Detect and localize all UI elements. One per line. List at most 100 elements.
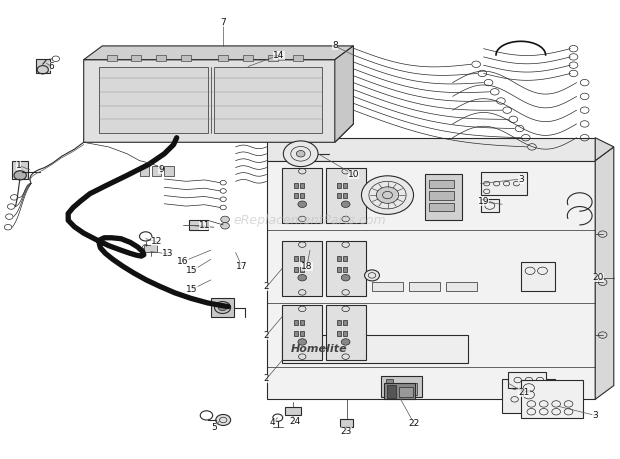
Text: 23: 23 — [340, 427, 352, 437]
Circle shape — [341, 201, 350, 207]
Circle shape — [298, 274, 306, 281]
Bar — [12, 161, 28, 179]
Text: 7: 7 — [220, 18, 226, 28]
Text: eReplacementParts.com: eReplacementParts.com — [234, 214, 386, 227]
Text: 2: 2 — [264, 374, 270, 383]
Bar — [294, 183, 298, 188]
Bar — [156, 55, 166, 61]
Bar — [480, 172, 527, 195]
Bar — [214, 67, 322, 133]
Text: 11: 11 — [199, 221, 210, 230]
Bar — [300, 267, 304, 272]
Text: 1: 1 — [16, 161, 22, 170]
Bar — [107, 55, 117, 61]
Bar — [372, 282, 403, 291]
Bar — [36, 59, 50, 73]
Bar — [425, 174, 462, 220]
Text: 4: 4 — [270, 418, 276, 427]
Bar — [300, 183, 304, 188]
Text: 3: 3 — [518, 174, 524, 184]
Bar — [294, 256, 298, 261]
Bar — [293, 55, 303, 61]
Bar — [282, 241, 322, 296]
Text: 17: 17 — [236, 262, 247, 271]
Circle shape — [283, 141, 318, 167]
Bar — [294, 193, 298, 198]
Text: 3: 3 — [592, 411, 598, 420]
Bar — [429, 180, 454, 188]
Circle shape — [341, 274, 350, 281]
Bar — [508, 372, 546, 388]
Bar — [181, 55, 191, 61]
Text: 8: 8 — [332, 41, 338, 50]
Bar — [337, 320, 341, 325]
Text: 15: 15 — [187, 266, 198, 275]
Circle shape — [218, 304, 227, 311]
Circle shape — [298, 339, 306, 345]
Bar — [300, 256, 304, 261]
Bar — [218, 55, 228, 61]
Text: 12: 12 — [151, 237, 162, 246]
Bar — [300, 331, 304, 336]
Bar — [282, 305, 322, 360]
Circle shape — [221, 223, 229, 229]
Text: 2: 2 — [264, 282, 270, 291]
Text: 22: 22 — [409, 419, 420, 428]
Bar — [337, 183, 341, 188]
Circle shape — [296, 151, 305, 157]
Circle shape — [341, 339, 350, 345]
Bar — [343, 256, 347, 261]
Bar — [294, 331, 298, 336]
Circle shape — [221, 216, 229, 223]
Bar — [337, 331, 341, 336]
Polygon shape — [267, 161, 595, 399]
Polygon shape — [595, 147, 614, 399]
Bar — [384, 383, 415, 399]
Polygon shape — [335, 46, 353, 142]
Text: Homelite: Homelite — [291, 344, 348, 354]
Bar — [343, 320, 347, 325]
Polygon shape — [84, 46, 353, 142]
Bar — [211, 298, 234, 317]
Polygon shape — [595, 138, 614, 161]
Circle shape — [14, 171, 26, 180]
Bar — [521, 380, 583, 418]
Bar — [152, 166, 161, 176]
Text: 18: 18 — [301, 262, 312, 271]
Bar — [429, 203, 454, 211]
Bar — [409, 282, 440, 291]
Bar — [340, 419, 353, 427]
Bar — [294, 320, 298, 325]
Bar — [294, 267, 298, 272]
Bar — [343, 183, 347, 188]
Bar — [282, 335, 468, 363]
Text: 10: 10 — [348, 170, 359, 179]
Bar — [502, 379, 555, 413]
Circle shape — [376, 187, 399, 203]
Text: 24: 24 — [289, 417, 300, 426]
Bar — [386, 379, 393, 395]
Bar — [429, 191, 454, 200]
Bar — [268, 55, 278, 61]
Bar — [99, 67, 208, 133]
Bar — [300, 320, 304, 325]
Bar — [300, 193, 304, 198]
Bar — [131, 55, 141, 61]
Bar — [521, 262, 555, 291]
Polygon shape — [267, 138, 595, 161]
Bar — [387, 385, 396, 398]
Text: 13: 13 — [162, 249, 173, 258]
Bar — [140, 166, 149, 176]
Bar — [337, 267, 341, 272]
Bar — [343, 267, 347, 272]
Bar — [446, 282, 477, 291]
Bar — [381, 376, 422, 397]
Bar — [189, 220, 208, 230]
Bar — [399, 387, 413, 397]
Text: 5: 5 — [211, 423, 217, 432]
Bar — [480, 199, 499, 212]
Text: 20: 20 — [593, 273, 604, 282]
Circle shape — [365, 270, 379, 281]
Text: 14: 14 — [273, 50, 285, 60]
Bar — [396, 383, 417, 395]
